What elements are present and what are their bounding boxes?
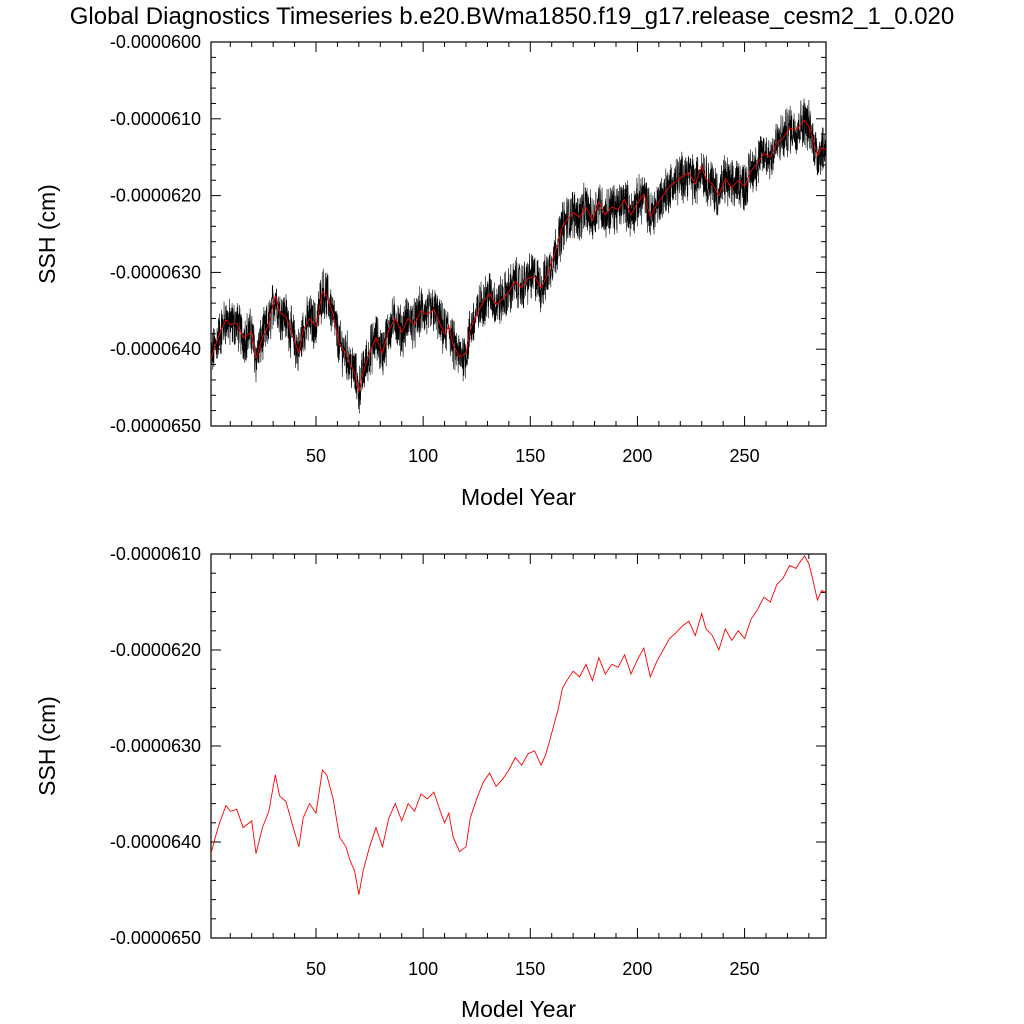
y-axis-title: SSH (cm) <box>34 184 60 284</box>
page-title: Global Diagnostics Timeseries b.e20.BWma… <box>70 3 955 30</box>
bottom-panel: -0.0000650 -0.0000640 -0.0000630 -0.0000620… <box>34 544 827 1022</box>
y-tick-label: -0.0000620 <box>110 186 201 206</box>
x-axis-title: Model Year <box>461 484 576 510</box>
series-line-monthly <box>211 98 826 414</box>
x-axis-title: Model Year <box>461 996 576 1022</box>
y-tick-label: -0.0000650 <box>110 928 201 948</box>
x-tick-label: 200 <box>622 959 652 979</box>
y-tick-label: -0.0000620 <box>110 640 201 660</box>
y-tick-label: -0.0000630 <box>110 262 201 282</box>
y-tick-label: -0.0000630 <box>110 736 201 756</box>
x-tick-label: 100 <box>408 959 438 979</box>
y-axis-title: SSH (cm) <box>34 696 60 796</box>
x-tick-label: 250 <box>730 446 760 466</box>
y-tick-label: -0.0000640 <box>110 339 201 359</box>
y-tick-label: -0.0000650 <box>110 416 201 436</box>
x-tick-label: 50 <box>306 959 326 979</box>
x-tick-label: 100 <box>408 446 438 466</box>
x-tick-label: 150 <box>515 446 545 466</box>
plot-frame <box>210 553 827 939</box>
y-tick-label: -0.0000640 <box>110 832 201 852</box>
y-tick-label: -0.0000610 <box>110 109 201 129</box>
plot-frame <box>210 41 827 427</box>
series-line-smoothed <box>211 119 826 392</box>
y-tick-label: -0.0000600 <box>110 32 201 52</box>
series-line-smoothed <box>211 555 826 895</box>
top-panel: -0.0000650 -0.0000640 -0.0000630 -0.0000620… <box>34 32 827 510</box>
x-tick-label: 250 <box>730 959 760 979</box>
y-tick-label: -0.0000610 <box>110 544 201 564</box>
x-tick-label: 200 <box>622 446 652 466</box>
x-tick-label: 50 <box>306 446 326 466</box>
x-tick-label: 150 <box>515 959 545 979</box>
